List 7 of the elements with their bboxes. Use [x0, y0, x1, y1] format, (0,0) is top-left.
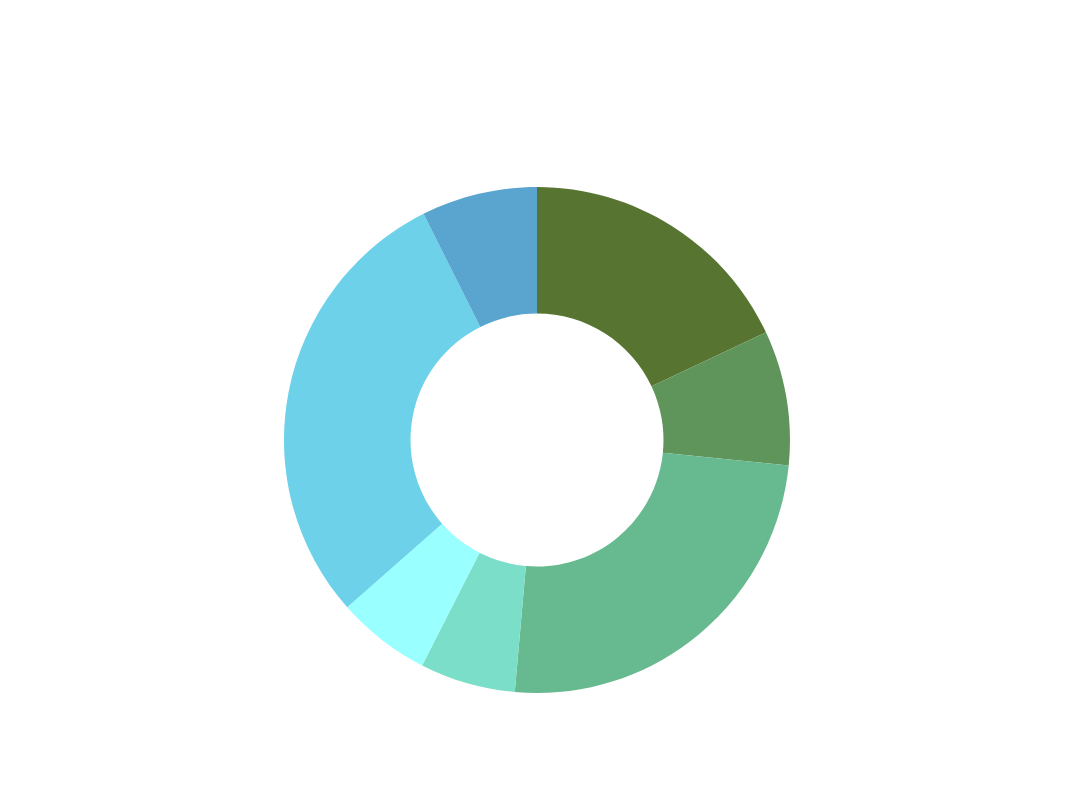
donut-slice [284, 213, 481, 608]
donut-slice [347, 523, 480, 666]
donut-slice [514, 452, 789, 693]
donut-slice [651, 332, 790, 466]
donut-slice [537, 187, 766, 387]
donut-slice [422, 552, 526, 693]
donut-slice [423, 187, 537, 327]
